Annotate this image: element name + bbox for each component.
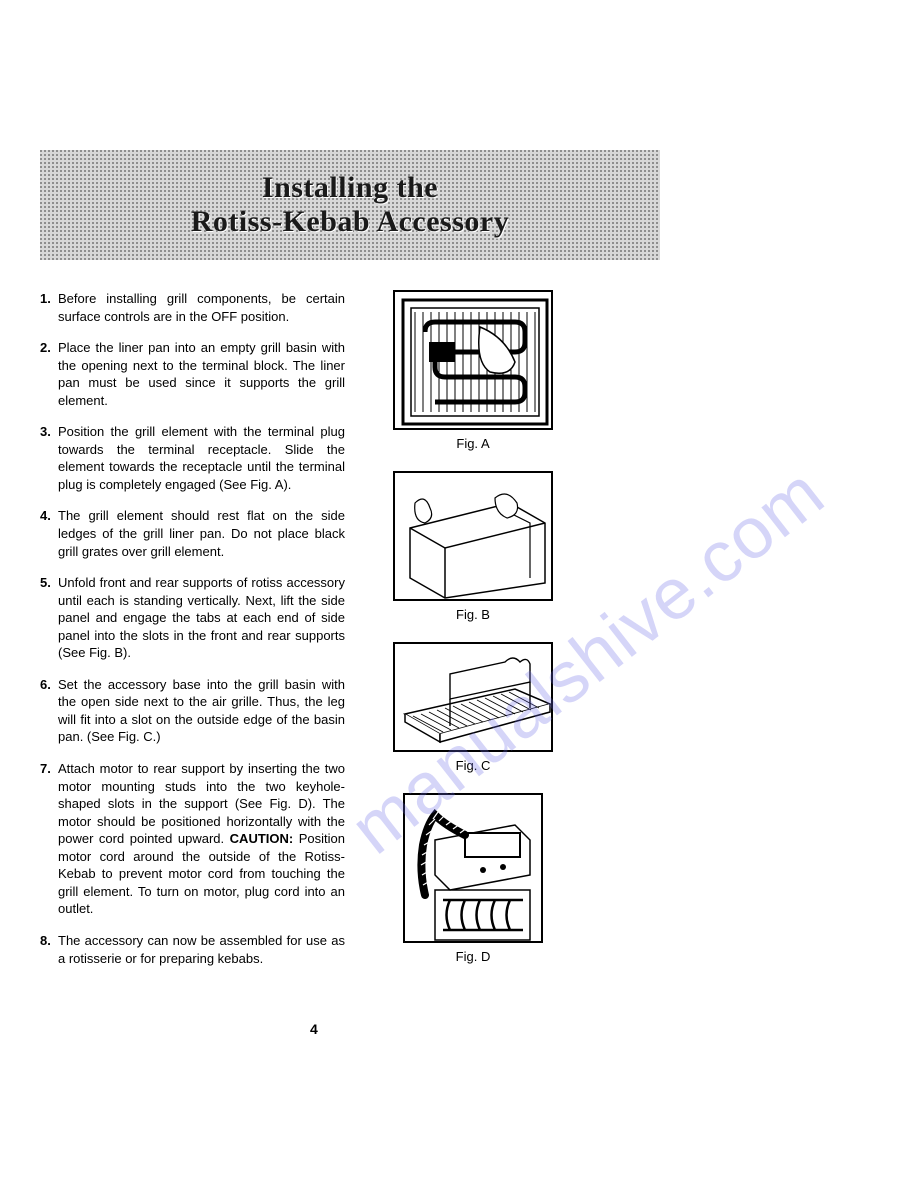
step-text: Position the grill element with the term… [58,423,345,493]
step-text: The accessory can now be assembled for u… [58,932,345,967]
steps-column: 1. Before installing grill components, b… [40,290,345,981]
step-8: 8. The accessory can now be assembled fo… [40,932,345,967]
figure-a: Fig. A [393,290,553,451]
figure-c: Fig. C [393,642,553,773]
figure-a-caption: Fig. A [456,436,489,451]
title-line-1: Installing the [262,171,438,205]
step-5: 5. Unfold front and rear supports of rot… [40,574,345,662]
step-number: 7. [40,760,58,918]
step-3: 3. Position the grill element with the t… [40,423,345,493]
step-number: 3. [40,423,58,493]
step-number: 8. [40,932,58,967]
figure-b-box [393,471,553,601]
step-number: 4. [40,507,58,560]
step-4: 4. The grill element should rest flat on… [40,507,345,560]
figures-column: Fig. A Fig. B [373,290,573,978]
content-row: 1. Before installing grill components, b… [40,290,680,981]
step-1: 1. Before installing grill components, b… [40,290,345,325]
step-text: Set the accessory base into the grill ba… [58,676,345,746]
step-2: 2. Place the liner pan into an empty gri… [40,339,345,409]
figure-d-caption: Fig. D [456,949,491,964]
figure-c-svg [395,644,555,754]
step-text: Place the liner pan into an empty grill … [58,339,345,409]
step-7: 7. Attach motor to rear support by inser… [40,760,345,918]
figure-b-svg [395,473,555,603]
figure-a-box [393,290,553,430]
figure-d-svg [405,795,545,945]
step-text: Unfold front and rear supports of rotiss… [58,574,345,662]
step-number: 6. [40,676,58,746]
step-number: 1. [40,290,58,325]
figure-c-box [393,642,553,752]
title-banner: Installing the Rotiss-Kebab Accessory [40,150,660,260]
figure-b: Fig. B [393,471,553,622]
step-number: 5. [40,574,58,662]
manual-page: Installing the Rotiss-Kebab Accessory 1.… [40,150,680,981]
title-line-2: Rotiss-Kebab Accessory [191,205,509,239]
page-number: 4 [310,1020,318,1039]
figure-d-box [403,793,543,943]
figure-a-svg [395,292,555,432]
step-text: The grill element should rest flat on th… [58,507,345,560]
figure-c-caption: Fig. C [456,758,491,773]
caution-label: CAUTION: [230,831,294,846]
figure-d: Fig. D [403,793,543,964]
step-text: Attach motor to rear support by insertin… [58,760,345,918]
step-text: Before installing grill components, be c… [58,290,345,325]
figure-b-caption: Fig. B [456,607,490,622]
step-6: 6. Set the accessory base into the grill… [40,676,345,746]
step-number: 2. [40,339,58,409]
